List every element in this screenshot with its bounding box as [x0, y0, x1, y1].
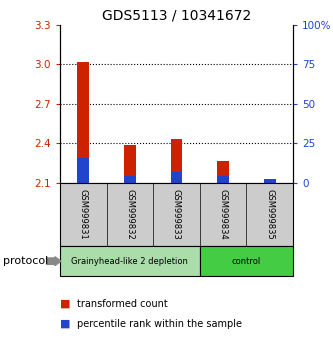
- Text: protocol: protocol: [3, 256, 49, 266]
- Text: percentile rank within the sample: percentile rank within the sample: [77, 319, 241, 329]
- Bar: [170, 139, 182, 183]
- Bar: [77, 62, 89, 183]
- Text: Grainyhead-like 2 depletion: Grainyhead-like 2 depletion: [72, 257, 188, 266]
- Bar: [264, 179, 276, 183]
- Text: GSM999831: GSM999831: [79, 189, 88, 240]
- Bar: [200, 246, 293, 276]
- Text: GSM999835: GSM999835: [265, 189, 274, 240]
- Text: GSM999833: GSM999833: [172, 189, 181, 240]
- Bar: [217, 176, 229, 183]
- Bar: [170, 172, 182, 183]
- Text: ■: ■: [60, 319, 71, 329]
- Text: transformed count: transformed count: [77, 299, 167, 309]
- Bar: [124, 176, 136, 183]
- Bar: [264, 182, 276, 183]
- Text: GSM999834: GSM999834: [218, 189, 228, 240]
- Bar: [124, 145, 136, 183]
- Bar: [60, 246, 200, 276]
- Text: ■: ■: [60, 299, 71, 309]
- Text: GSM999832: GSM999832: [125, 189, 135, 240]
- Text: control: control: [232, 257, 261, 266]
- Bar: [217, 161, 229, 183]
- Title: GDS5113 / 10341672: GDS5113 / 10341672: [102, 8, 251, 22]
- Bar: [77, 158, 89, 183]
